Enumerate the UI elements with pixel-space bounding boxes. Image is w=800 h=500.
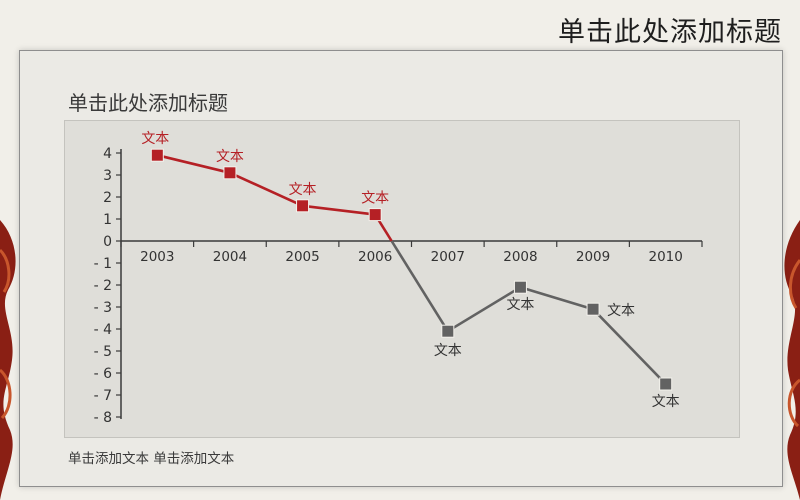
x-tick-label: 2006: [358, 249, 392, 265]
data-label: 文本: [216, 149, 244, 165]
chart-title: 单击此处添加标题: [68, 91, 228, 115]
data-point-marker: [368, 208, 382, 222]
floral-decoration-left: [0, 220, 16, 500]
data-label: 文本: [361, 191, 389, 207]
y-tick-label: - 2: [94, 278, 112, 294]
series-line-segment: [302, 204, 376, 216]
y-tick-label: 3: [103, 168, 112, 184]
y-tick-label: 2: [103, 190, 112, 206]
series-line-segment: [157, 153, 231, 175]
data-point-marker: [586, 302, 600, 316]
y-tick-label: 1: [103, 212, 112, 228]
y-tick-label: - 1: [94, 256, 112, 272]
data-point-marker: [659, 377, 673, 391]
data-point-marker: [150, 148, 164, 162]
x-tick-label: 2004: [213, 249, 247, 265]
data-label: 文本: [506, 297, 534, 313]
data-label: 文本: [652, 394, 680, 410]
x-tick-label: 2010: [649, 249, 683, 265]
y-tick-label: 0: [103, 234, 112, 250]
series-line-segment: [447, 286, 522, 333]
chart-panel: 单击此处添加标题 单击添加文本 单击添加文本 4 3 2 1 0 - 1 - 2 - 3 - 4…: [19, 50, 783, 487]
floral-decoration-right: [784, 220, 800, 500]
data-label: 文本: [289, 182, 317, 198]
series-line-segment: [520, 285, 594, 311]
data-point-marker: [441, 324, 455, 338]
x-tick-label: 2007: [431, 249, 465, 265]
slide-title: 单击此处添加标题: [558, 17, 782, 48]
footer-text: 单击添加文本 单击添加文本: [68, 451, 235, 467]
y-tick-label: - 4: [94, 322, 113, 338]
y-tick-label: - 5: [94, 344, 112, 360]
x-tick-label: 2005: [285, 249, 319, 265]
data-label: 文本: [434, 343, 462, 359]
y-tick-label: - 6: [94, 366, 113, 382]
data-point-marker: [296, 199, 310, 213]
series-line-segment: [229, 171, 304, 207]
data-point-marker: [513, 280, 527, 294]
x-tick-label: 2008: [503, 249, 537, 265]
y-tick-label: - 7: [94, 388, 112, 404]
x-tick-label: 2009: [576, 249, 610, 265]
series-line-segment: [390, 240, 449, 332]
series-line-segment: [592, 308, 667, 385]
y-tick-label: - 8: [94, 410, 112, 426]
y-tick-label: 4: [103, 146, 112, 162]
data-label: 文本: [607, 303, 635, 319]
plot-area: [64, 120, 740, 438]
line-chart: 4 3 2 1 0 - 1 - 2 - 3 - 4 - 5 - 6 - 7 - 8 2003 2004 200…: [94, 131, 703, 426]
data-label: 文本: [141, 131, 169, 147]
y-tick-label: - 3: [94, 300, 112, 316]
x-tick-label: 2003: [140, 249, 174, 265]
data-point-marker: [223, 166, 237, 180]
